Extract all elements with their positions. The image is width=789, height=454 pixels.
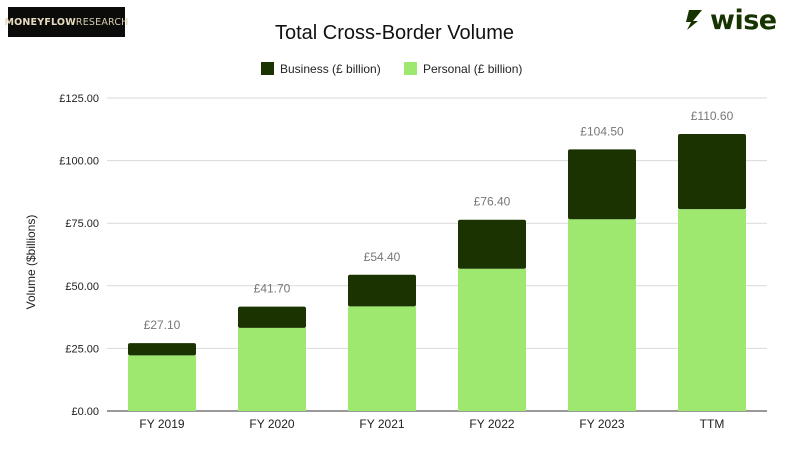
x-tick-label: FY 2022 <box>469 417 514 431</box>
legend-swatch-0 <box>261 62 274 75</box>
chart-title: Total Cross-Border Volume <box>275 22 514 44</box>
total-labels: £27.10 £41.70 £54.40 £76.40 £104.50 £110.60 <box>144 109 734 332</box>
legend-label-0: Business (£ billion) <box>280 62 381 76</box>
total-label: £110.60 <box>691 109 734 123</box>
total-label: £104.50 <box>580 124 624 138</box>
y-axis-label: Volume ($billions) <box>24 215 38 310</box>
y-tick-label: £0.00 <box>71 406 99 418</box>
wise-logo: wise <box>683 4 783 36</box>
bar-personal <box>458 268 526 411</box>
total-label: £41.70 <box>254 282 291 296</box>
x-tick-label: FY 2020 <box>249 417 294 431</box>
bar-business <box>458 219 526 269</box>
bars <box>128 134 746 411</box>
bar-personal <box>678 209 746 411</box>
total-label: £54.40 <box>364 250 401 264</box>
bar-business <box>238 306 306 328</box>
y-axis-ticks: £0.00 £25.00 £50.00 £75.00 £100.00 £125.00 <box>59 93 99 418</box>
wise-flag-icon <box>686 10 702 30</box>
x-tick-label: FY 2021 <box>359 417 404 431</box>
logo-left-regular: RESEARCH <box>75 16 129 28</box>
bar-personal <box>128 355 196 411</box>
bar-personal <box>238 327 306 411</box>
bar-personal <box>348 306 416 411</box>
legend: Business (£ billion) Personal (£ billion) <box>261 62 522 76</box>
y-tick-label: £125.00 <box>59 93 99 105</box>
wise-wordmark: wise <box>710 4 777 36</box>
bar-business <box>128 343 196 356</box>
y-tick-label: £75.00 <box>65 218 99 230</box>
legend-label-1: Personal (£ billion) <box>423 62 522 76</box>
bar-business <box>678 134 746 210</box>
gridlines <box>107 97 767 412</box>
x-tick-label: FY 2019 <box>139 417 184 431</box>
moneyflow-research-logo: MONEYFLOW RESEARCH <box>4 7 128 37</box>
y-tick-label: £25.00 <box>65 343 99 355</box>
bar-personal <box>568 219 636 411</box>
y-tick-label: £50.00 <box>65 281 99 293</box>
bar-business <box>348 274 416 307</box>
x-axis-ticks: FY 2019 FY 2020 FY 2021 FY 2022 FY 2023 TTM <box>139 417 724 431</box>
y-tick-label: £100.00 <box>59 156 99 168</box>
total-label: £27.10 <box>144 318 181 332</box>
legend-swatch-1 <box>404 62 417 75</box>
bar-business <box>568 149 636 220</box>
x-tick-label: TTM <box>700 417 725 431</box>
logo-left-bold: MONEYFLOW <box>4 16 76 28</box>
total-label: £76.40 <box>474 195 511 209</box>
x-tick-label: FY 2023 <box>579 417 624 431</box>
